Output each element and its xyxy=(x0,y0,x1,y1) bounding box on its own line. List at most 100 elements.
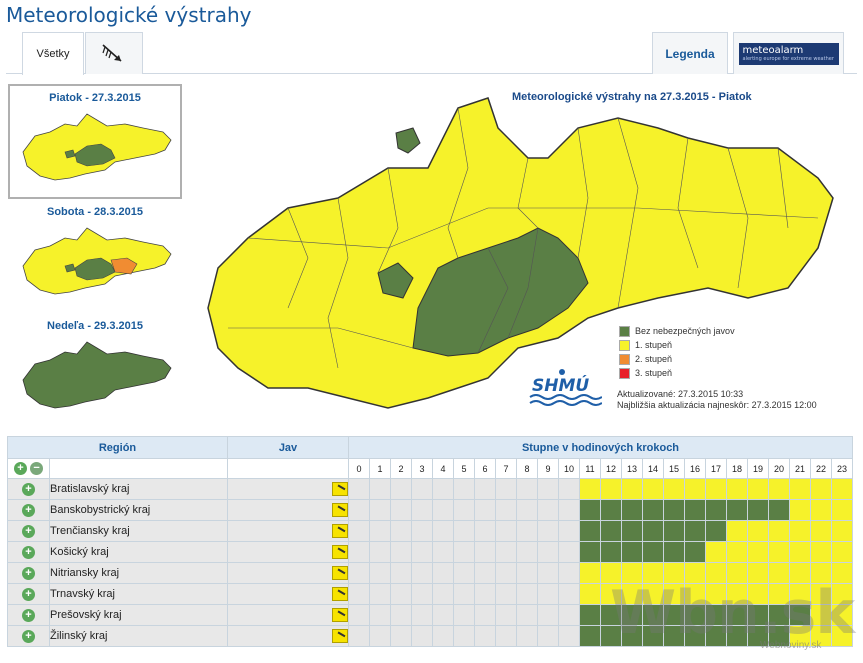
table-row: + Trnavský kraj xyxy=(7,583,853,605)
hour-level-cell xyxy=(684,499,706,521)
hour-level-cell xyxy=(810,583,832,605)
expand-all-button[interactable]: + xyxy=(13,462,27,475)
wind-warning-icon[interactable] xyxy=(332,587,348,601)
hour-level-cell xyxy=(831,499,853,521)
region-name: Bratislavský kraj xyxy=(49,478,228,500)
hour-level-cell xyxy=(600,541,622,563)
hour-header: 20 xyxy=(768,458,790,479)
row-expand-button[interactable]: + xyxy=(22,629,35,643)
hour-level-cell xyxy=(789,625,811,647)
hour-level-cell xyxy=(495,583,517,605)
tab-legend[interactable]: Legenda xyxy=(652,32,728,74)
jav-cell xyxy=(227,562,349,584)
wind-warning-icon[interactable] xyxy=(332,503,348,517)
thumbnail-saturday-title: Sobota - 28.3.2015 xyxy=(47,206,143,218)
hour-level-cell xyxy=(537,478,559,500)
wind-warning-icon[interactable] xyxy=(332,524,348,538)
tab-meteoalarm[interactable]: meteoalarm alerting europe for extreme w… xyxy=(733,32,844,74)
hour-level-cell xyxy=(432,478,454,500)
thumbnail-friday[interactable]: Piatok - 27.3.2015 xyxy=(8,84,182,199)
hour-level-cell xyxy=(390,499,412,521)
hour-header: 21 xyxy=(789,458,811,479)
hour-level-cell xyxy=(453,604,475,626)
hour-level-cell xyxy=(369,478,391,500)
hour-level-cell xyxy=(705,541,727,563)
hour-level-cell xyxy=(369,562,391,584)
hour-level-cell xyxy=(390,541,412,563)
hour-level-cell xyxy=(747,520,769,542)
hour-header: 1 xyxy=(369,458,391,479)
wind-warning-icon[interactable] xyxy=(332,608,348,622)
hour-level-cell xyxy=(831,625,853,647)
hour-header: 7 xyxy=(495,458,517,479)
hour-level-cell xyxy=(348,499,370,521)
table-row: + Trenčiansky kraj xyxy=(7,520,853,542)
tab-wind[interactable] xyxy=(85,32,143,74)
collapse-all-button[interactable]: − xyxy=(30,462,44,475)
hour-level-cell xyxy=(621,520,643,542)
hour-header: 9 xyxy=(537,458,559,479)
hour-level-cell xyxy=(411,520,433,542)
wind-warning-icon[interactable] xyxy=(332,629,348,643)
thumbnail-sunday[interactable]: Nedeľa - 29.3.2015 xyxy=(8,314,182,424)
wind-warning-icon[interactable] xyxy=(332,566,348,580)
thumbnail-saturday[interactable]: Sobota - 28.3.2015 xyxy=(8,200,182,310)
hour-level-cell xyxy=(432,499,454,521)
hour-level-cell xyxy=(474,478,496,500)
hour-level-cell xyxy=(474,541,496,563)
table-row: + Banskobystrický kraj xyxy=(7,499,853,521)
hour-level-cell xyxy=(768,583,790,605)
row-expand-button[interactable]: + xyxy=(22,566,35,580)
hour-level-cell xyxy=(600,625,622,647)
hour-level-cell xyxy=(411,604,433,626)
hour-level-cell xyxy=(684,520,706,542)
hour-level-cell xyxy=(621,541,643,563)
hour-level-cell xyxy=(726,541,748,563)
shmu-logo: SHMÚ xyxy=(529,369,602,406)
hour-level-cell xyxy=(474,625,496,647)
hour-level-cell xyxy=(768,478,790,500)
row-expand-button[interactable]: + xyxy=(22,608,35,622)
hour-level-cell xyxy=(516,499,538,521)
hour-level-cell xyxy=(579,604,601,626)
hour-level-cell xyxy=(411,478,433,500)
hour-level-cell xyxy=(516,541,538,563)
hour-level-cell xyxy=(768,541,790,563)
hour-level-cell xyxy=(831,583,853,605)
hour-level-cell xyxy=(537,583,559,605)
hour-level-cell xyxy=(537,604,559,626)
row-expand-button[interactable]: + xyxy=(22,587,35,601)
wind-warning-icon[interactable] xyxy=(332,482,348,496)
hour-level-cell xyxy=(663,604,685,626)
hour-level-cell xyxy=(558,625,580,647)
hour-level-cell xyxy=(810,499,832,521)
hour-level-cell xyxy=(453,583,475,605)
hour-level-cell xyxy=(726,499,748,521)
hour-level-cell xyxy=(516,604,538,626)
row-expand-button[interactable]: + xyxy=(22,482,35,496)
hour-level-cell xyxy=(474,499,496,521)
jav-cell xyxy=(227,499,349,521)
row-expand-button[interactable]: + xyxy=(22,524,35,538)
wind-warning-icon[interactable] xyxy=(332,545,348,559)
hour-level-cell xyxy=(621,562,643,584)
hour-header: 5 xyxy=(453,458,475,479)
col-region: Región xyxy=(7,436,228,459)
legend-label-none: Bez nebezpečných javov xyxy=(635,326,735,336)
row-expand-button[interactable]: + xyxy=(22,503,35,517)
row-expand-cell: + xyxy=(7,583,50,605)
hour-level-cell xyxy=(369,520,391,542)
watermark: Wbn.sk xyxy=(610,578,855,648)
warning-table: Región Jav Stupne v hodinových krokoch +… xyxy=(7,436,853,647)
slovakia-warning-map xyxy=(207,97,834,409)
hour-level-cell xyxy=(453,541,475,563)
jav-cell xyxy=(227,478,349,500)
hour-level-cell xyxy=(453,562,475,584)
row-expand-button[interactable]: + xyxy=(22,545,35,559)
map-title: Meteorologické výstrahy na 27.3.2015 - P… xyxy=(512,91,752,103)
hour-level-cell xyxy=(537,541,559,563)
hour-level-cell xyxy=(663,478,685,500)
hour-level-cell xyxy=(726,478,748,500)
tab-all[interactable]: Všetky xyxy=(22,32,84,75)
col-jav: Jav xyxy=(227,436,349,459)
